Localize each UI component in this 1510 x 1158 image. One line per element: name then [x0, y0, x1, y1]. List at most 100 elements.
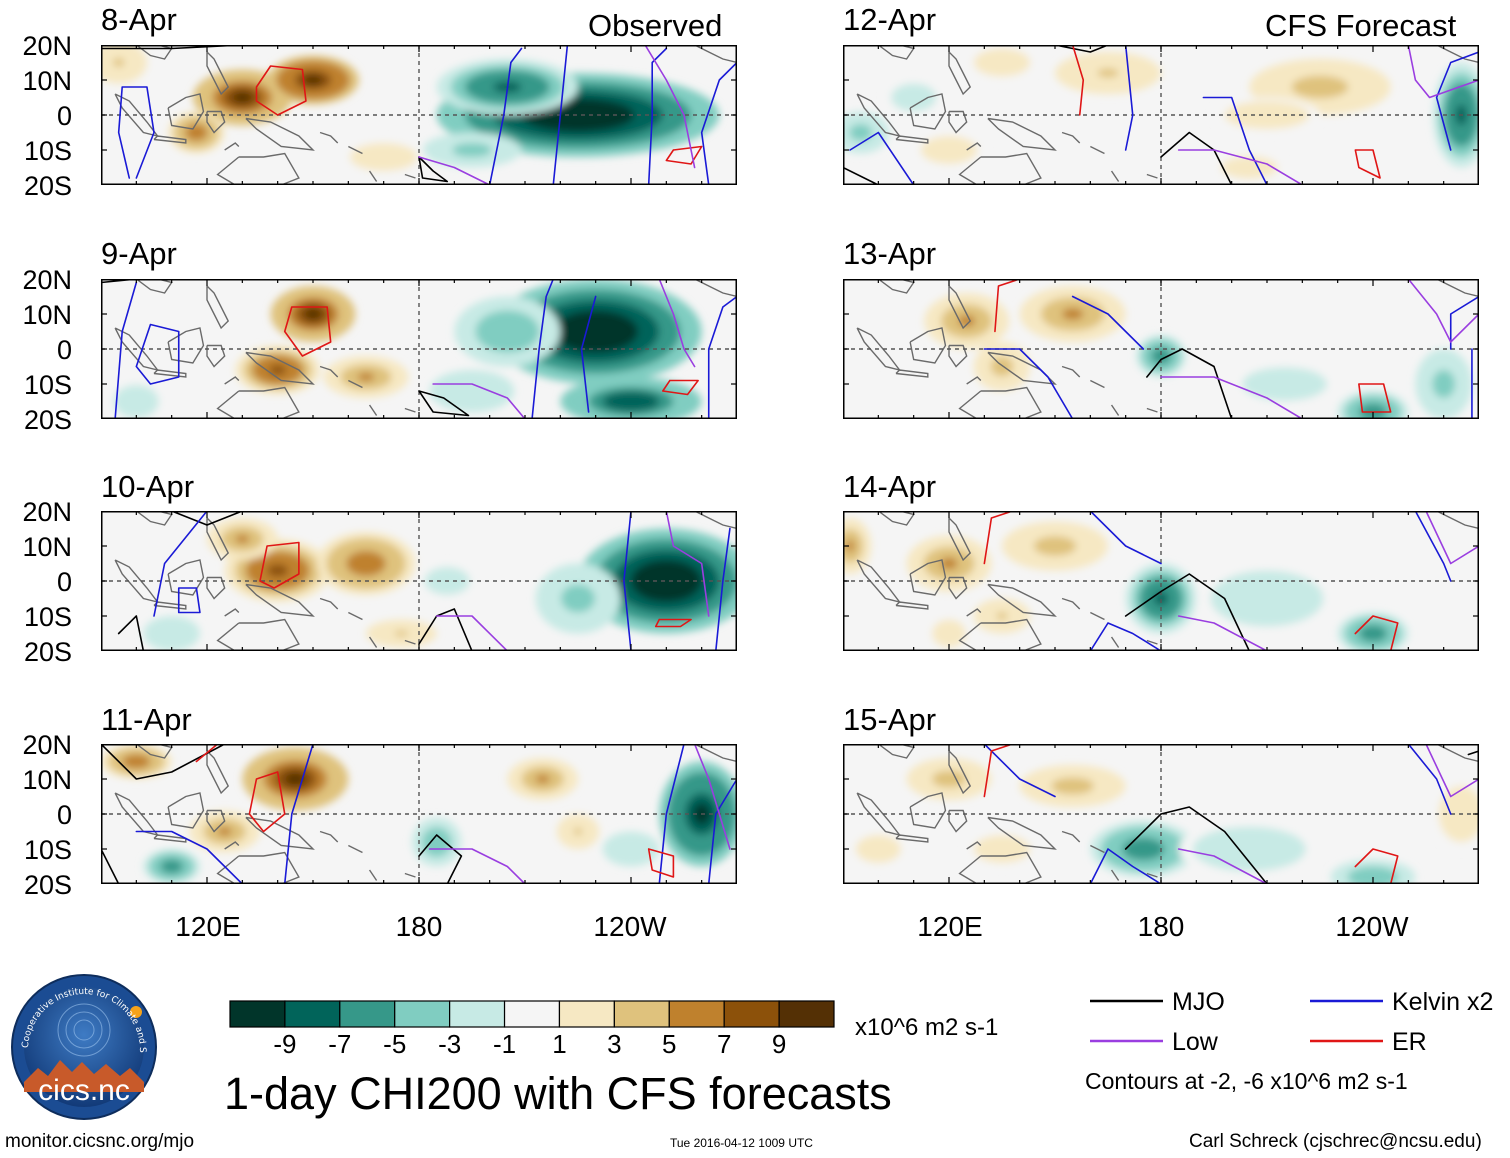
chi200-anomaly-blob — [574, 321, 617, 342]
chi200-anomaly-blob — [431, 837, 442, 847]
chi200-anomaly-blob — [625, 845, 637, 853]
coastline — [206, 51, 230, 96]
chi200-anomaly-blob — [235, 534, 250, 544]
low-contour — [693, 744, 731, 850]
mjo-contour — [418, 156, 449, 183]
coastline — [909, 327, 947, 364]
coastline — [877, 279, 915, 294]
lon-tick-label: 180 — [395, 911, 443, 942]
coastline — [348, 844, 363, 854]
coastline — [206, 576, 226, 600]
chi200-anomaly-blob — [129, 758, 144, 765]
mjo-contour — [117, 615, 145, 651]
coastline — [135, 279, 173, 294]
lat-tick-label: 20S — [23, 405, 72, 435]
coastline — [895, 369, 929, 378]
coastline — [966, 608, 982, 617]
lat-tick-label: 20S — [23, 870, 72, 900]
low-contour — [1425, 511, 1479, 565]
colorbar-swatch — [284, 1000, 341, 1028]
coastline — [895, 601, 929, 610]
mjo-contour — [1467, 750, 1479, 756]
colorbar-tick-label: 1 — [552, 1029, 567, 1059]
coastline — [245, 117, 315, 151]
low-contour — [1407, 279, 1479, 343]
chi200-anomaly-blob — [217, 827, 232, 836]
coastline — [206, 750, 230, 795]
coastline — [1061, 597, 1081, 610]
lat-tick-label: 0 — [56, 567, 72, 597]
lon-tick-label: 120E — [917, 911, 983, 942]
chi200-anomaly-blob — [1252, 591, 1282, 606]
er-contour — [983, 744, 1014, 798]
coastline — [1061, 365, 1081, 378]
lat-tick-label: 10S — [23, 602, 72, 632]
low-contour — [432, 383, 526, 419]
kelvin-contour — [1089, 622, 1162, 651]
chi200-anomaly-blob — [267, 564, 289, 577]
er-contour — [1358, 383, 1392, 413]
coastline — [966, 841, 982, 850]
kelvin-contour — [1414, 511, 1452, 582]
coastline — [1146, 173, 1158, 179]
footer-timestamp: Tue 2016-04-12 1009 UTC — [670, 1136, 813, 1150]
map-panel — [101, 511, 737, 651]
lat-tick-label: 20N — [22, 31, 72, 61]
er-contour — [654, 618, 692, 628]
er-contour — [283, 306, 332, 357]
er-contour — [195, 744, 219, 763]
chi200-anomaly-blob — [130, 397, 142, 406]
chi200-anomaly-blob — [232, 91, 253, 104]
lon-tick-label: 120W — [1335, 911, 1409, 942]
kelvin-contour — [1089, 511, 1162, 565]
colorbar-swatch — [668, 1000, 725, 1028]
logo-name: cics.nc — [38, 1074, 130, 1107]
chi200-anomaly-blob — [958, 315, 976, 327]
coastline — [153, 135, 187, 144]
kelvin-contour — [700, 61, 737, 185]
low-contour — [1160, 376, 1304, 419]
chi200-anomaly-blob — [303, 75, 323, 85]
coastline — [348, 379, 363, 389]
coastline — [135, 511, 173, 526]
map-panel — [843, 511, 1479, 651]
lat-tick-label: 10S — [23, 370, 72, 400]
coastline — [1146, 407, 1158, 413]
coastline — [909, 792, 947, 829]
chi200-anomaly-blob — [1242, 164, 1257, 171]
coastline — [1090, 145, 1105, 155]
colorbar-swatch — [229, 1000, 286, 1028]
lon-tick-label: 120W — [593, 911, 667, 942]
coastline — [909, 559, 947, 596]
chi200-anomaly-blob — [1062, 781, 1084, 791]
colorbar-tick-label: 9 — [771, 1029, 787, 1059]
lat-tick-label: 0 — [56, 335, 72, 365]
lon-tick-label: 180 — [1137, 911, 1185, 942]
map-panel — [843, 279, 1479, 419]
low-contour — [658, 279, 696, 368]
colorbar-tick-label: -9 — [273, 1029, 297, 1059]
chi200-anomaly-blob — [996, 612, 1008, 620]
coastline — [224, 142, 240, 151]
observed-label: Observed — [588, 8, 723, 43]
coastline — [206, 517, 230, 562]
kelvin-contour — [658, 744, 685, 884]
mjo-contour — [1160, 131, 1233, 185]
panel-date-label: 15-Apr — [843, 702, 937, 737]
coastline — [987, 351, 1057, 385]
mjo-contour — [1146, 348, 1233, 419]
kelvin-contour — [983, 744, 1056, 798]
coastline — [948, 51, 972, 96]
coastline — [1110, 869, 1120, 881]
kelvin-contour — [1089, 848, 1162, 884]
chi200-anomaly-blob — [1274, 379, 1296, 389]
colorbar-tick-label: 5 — [662, 1029, 677, 1059]
coastline — [135, 45, 173, 60]
coastline — [206, 809, 226, 833]
coastline — [404, 407, 416, 413]
coastline — [909, 93, 947, 130]
colorbar-swatch — [503, 1000, 561, 1028]
chi200-anomaly-blob — [872, 845, 884, 853]
colorbar-tick-label: -7 — [328, 1029, 352, 1059]
lat-tick-label: 0 — [56, 101, 72, 131]
